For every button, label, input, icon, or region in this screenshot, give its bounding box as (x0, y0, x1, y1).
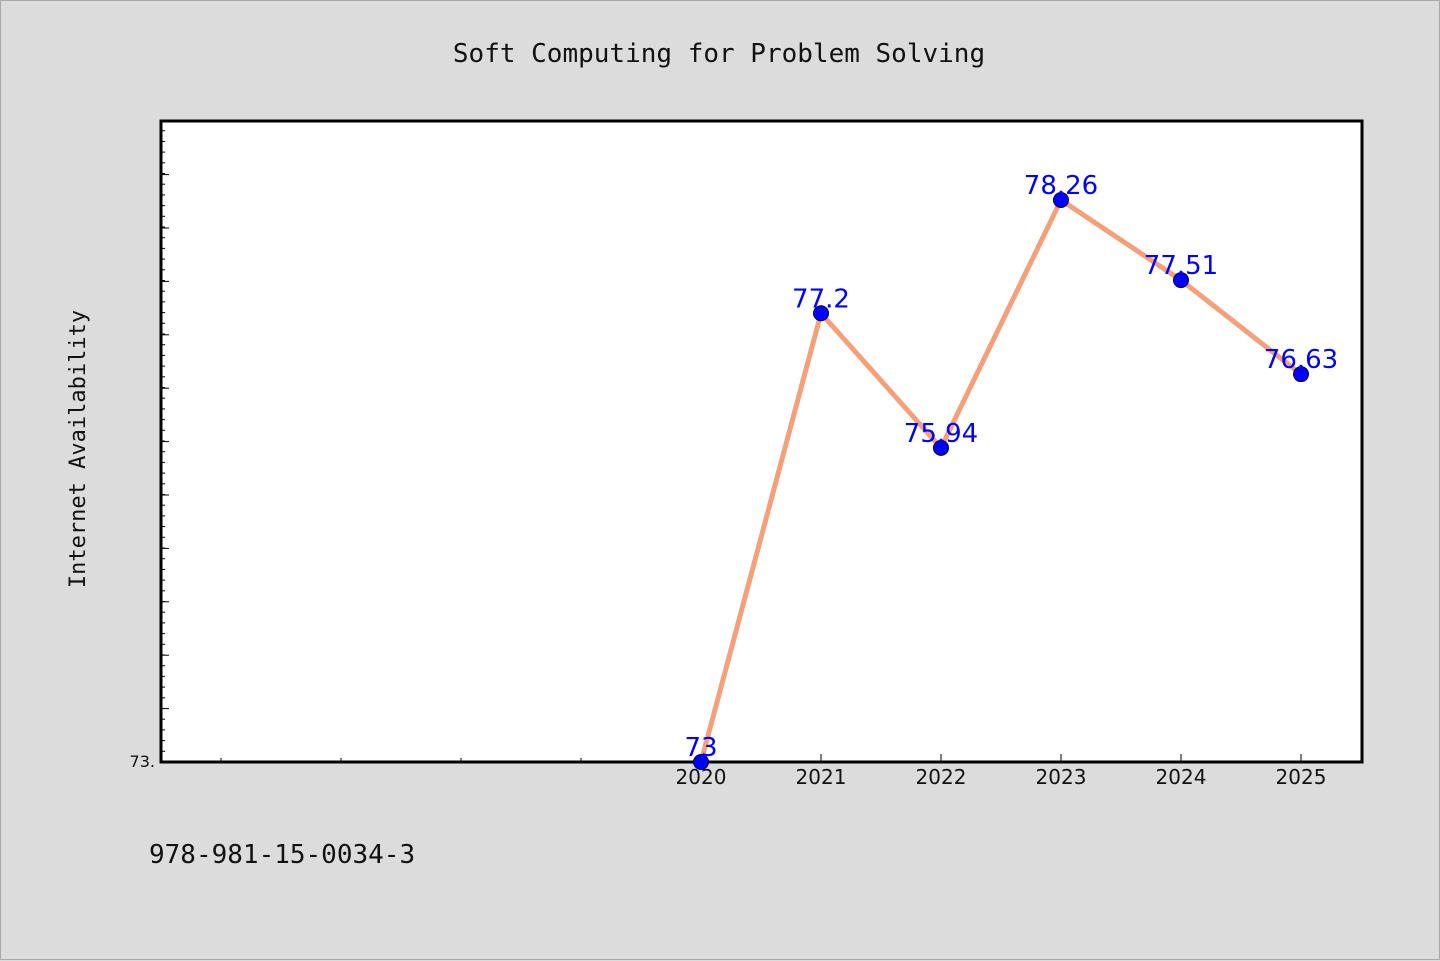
plot-area (159, 119, 1364, 764)
data-markers (693, 192, 1309, 770)
data-label: 75.94 (904, 419, 978, 449)
data-point (1053, 192, 1069, 208)
chart-title: Soft Computing for Problem Solving (453, 39, 985, 69)
data-label: 76.63 (1264, 345, 1338, 375)
data-labels: 73 77.2 75.94 78.26 77.51 76.63 (684, 171, 1338, 763)
data-point (1173, 272, 1189, 289)
isbn-text: 978-981-15-0034-3 (149, 840, 415, 870)
x-tick-label: 2023 (1036, 765, 1087, 789)
x-axis-minor-ticks (220, 758, 582, 762)
x-tick-label: 2024 (1156, 765, 1207, 789)
y-axis-label: Internet Availability (66, 310, 91, 588)
x-tick-label: 2021 (796, 765, 847, 789)
y-tick-label: 73. (130, 752, 155, 771)
data-label: 78.26 (1024, 171, 1098, 201)
x-axis-ticks: 2020 2021 2022 2023 2024 2025 (676, 754, 1327, 789)
data-label: 73 (684, 733, 717, 763)
series-line (698, 197, 1303, 763)
data-point (1293, 366, 1309, 383)
data-point (693, 754, 709, 770)
data-point (933, 439, 949, 456)
data-point (813, 305, 829, 322)
x-tick-label: 2022 (916, 765, 967, 789)
y-axis-ticks (161, 120, 169, 752)
data-label: 77.2 (792, 284, 850, 314)
data-label: 77.51 (1144, 251, 1218, 281)
x-tick-label: 2025 (1276, 765, 1327, 789)
